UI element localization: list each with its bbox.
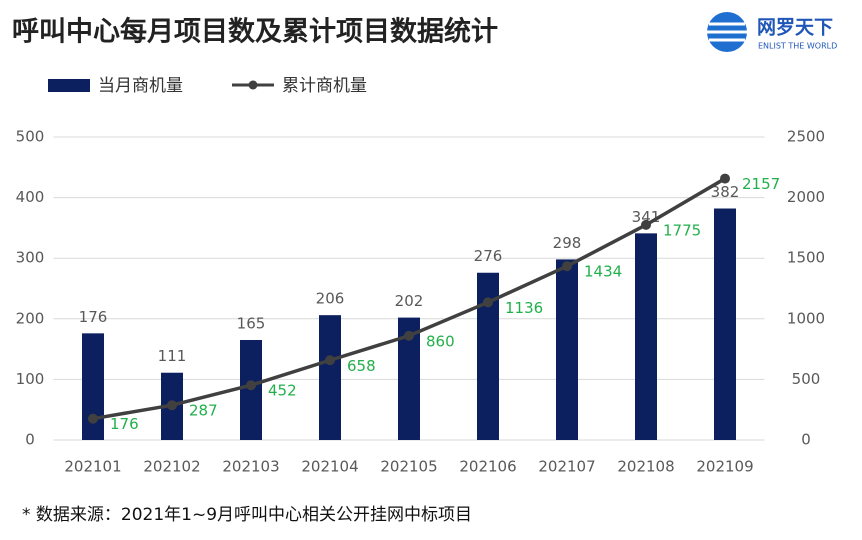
x-tick-label: 202104 [301, 458, 358, 476]
bar-value-label: 176 [79, 308, 108, 326]
y2-tick-label: 1000 [787, 309, 825, 327]
bar-value-label: 165 [237, 315, 266, 333]
bar [82, 333, 104, 440]
line-point [246, 380, 256, 391]
line-point [483, 297, 493, 308]
x-tick-label: 202102 [143, 458, 200, 476]
line-value-label: 176 [110, 415, 139, 433]
line-value-label: 658 [347, 357, 376, 375]
bar-value-label: 276 [474, 247, 503, 265]
legend-label: 累计商机量 [282, 76, 367, 96]
x-tick-label: 202106 [459, 458, 516, 476]
line-value-label: 287 [189, 402, 218, 420]
x-tick-label: 202103 [222, 458, 279, 476]
y-tick-label: 200 [16, 309, 45, 327]
line-point [720, 173, 730, 184]
bar [398, 317, 420, 440]
line-value-label: 2157 [742, 175, 780, 193]
legend-label: 当月商机量 [98, 76, 183, 96]
bar [635, 233, 657, 440]
y2-tick-label: 0 [801, 431, 811, 449]
bar-value-label: 298 [553, 234, 582, 252]
line-point [325, 355, 335, 366]
x-tick-label: 202105 [380, 458, 437, 476]
x-tick-label: 202101 [64, 458, 121, 476]
y-tick-label: 400 [16, 188, 45, 206]
legend-swatch [48, 79, 90, 92]
line-point [641, 219, 651, 230]
logo-tagline: ENLIST THE WORLD [758, 42, 837, 51]
bar [477, 272, 499, 440]
bar-value-label: 202 [395, 292, 424, 310]
legend-swatch-dot [248, 80, 258, 90]
x-tick-label: 202107 [538, 458, 595, 476]
line-value-label: 1136 [505, 299, 543, 317]
line-value-label: 1434 [584, 263, 622, 281]
y-tick-label: 100 [16, 370, 45, 388]
bar [714, 208, 736, 440]
line-point [167, 400, 177, 411]
line-value-label: 1775 [663, 221, 701, 239]
x-tick-label: 202109 [696, 458, 753, 476]
bar [556, 259, 578, 440]
source-note: * 数据来源：2021年1~9月呼叫中心相关公开挂网中标项目 [22, 505, 472, 525]
logo-name: 网罗天下 [757, 17, 833, 39]
logo: 网罗天下 ENLIST THE WORLD [707, 12, 837, 52]
y2-tick-label: 2500 [787, 128, 825, 146]
line-value-label: 860 [426, 332, 455, 350]
line-point [562, 261, 572, 272]
line-value-label: 452 [268, 382, 297, 400]
y-tick-label: 0 [25, 431, 35, 449]
y2-tick-label: 500 [792, 370, 821, 388]
y-tick-label: 300 [16, 249, 45, 267]
y-tick-label: 500 [16, 128, 45, 146]
bar-value-label: 206 [316, 290, 345, 308]
line-point [88, 413, 98, 424]
chart-title: 呼叫中心每月项目数及累计项目数据统计 [12, 16, 498, 48]
bar-value-label: 382 [711, 183, 740, 201]
bar [319, 315, 341, 440]
x-tick-label: 202108 [617, 458, 674, 476]
line-point [404, 330, 414, 341]
bar-value-label: 111 [158, 347, 187, 365]
y2-tick-label: 2000 [787, 188, 825, 206]
logo-lines [707, 22, 747, 42]
y2-tick-label: 1500 [787, 249, 825, 267]
